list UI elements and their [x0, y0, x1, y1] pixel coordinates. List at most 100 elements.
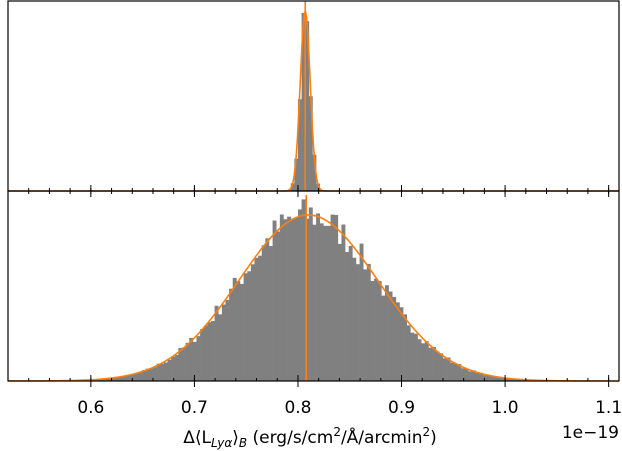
- histogram-bar: [377, 280, 382, 381]
- histogram-bar: [283, 219, 288, 381]
- histogram-bar: [160, 363, 165, 381]
- histogram-bar: [374, 278, 378, 381]
- histogram-bar: [515, 379, 520, 381]
- histogram-bar: [424, 341, 429, 381]
- histogram-bar: [432, 347, 436, 381]
- histogram-bar: [435, 351, 440, 381]
- histogram-bar: [497, 377, 502, 381]
- histogram-bar: [490, 376, 494, 381]
- histogram-bar: [243, 273, 248, 381]
- top-panel: [7, 0, 620, 192]
- x-tick-label: 1.1: [595, 398, 622, 418]
- histogram-bar: [181, 347, 186, 381]
- x-tick-label: 1.0: [492, 398, 519, 418]
- histogram-bar: [127, 374, 132, 381]
- histogram-bar: [287, 216, 292, 381]
- histogram-bar: [305, 218, 310, 381]
- histogram-bar: [519, 379, 523, 381]
- histogram-bar: [163, 362, 168, 381]
- histogram-bar: [131, 373, 136, 381]
- histogram-bar: [265, 238, 270, 381]
- histogram-bar: [120, 376, 125, 381]
- histogram-bar: [203, 325, 208, 381]
- histogram-bar: [326, 225, 331, 381]
- histogram-bar: [316, 213, 321, 381]
- histogram-bar: [192, 341, 197, 381]
- histogram-bar: [185, 342, 190, 381]
- histogram-bar: [410, 332, 415, 381]
- histogram-bar: [334, 214, 339, 381]
- histogram-bar: [196, 336, 201, 381]
- histogram-bar: [345, 251, 350, 381]
- histogram-bar: [508, 378, 513, 381]
- histogram-bar: [475, 372, 480, 381]
- histogram-bar: [341, 224, 346, 381]
- histogram-bar: [254, 257, 259, 381]
- histogram-bar: [406, 325, 411, 381]
- histogram-bar: [330, 214, 335, 381]
- histogram-bar: [221, 304, 226, 381]
- histogram-bar: [297, 99, 302, 191]
- histogram-bar: [355, 264, 360, 381]
- bottom-frame: [7, 190, 620, 382]
- histogram-bar: [439, 353, 444, 381]
- x-tick-label: 0.8: [284, 398, 311, 418]
- histogram-bar: [210, 321, 215, 381]
- histogram-bar: [316, 183, 321, 191]
- x-tick-label: 0.7: [181, 398, 208, 418]
- histogram-bar: [200, 329, 205, 381]
- histogram-bar: [493, 376, 498, 381]
- histogram-bar: [174, 354, 179, 381]
- histogram-bar: [98, 379, 103, 381]
- histogram-bar: [149, 368, 154, 381]
- bottom-gaussian-fit: [7, 214, 619, 382]
- histogram-bar: [297, 209, 302, 381]
- histogram-bar: [123, 375, 128, 381]
- histogram-bar: [268, 246, 273, 381]
- histogram-bar: [236, 281, 241, 381]
- histogram-bar: [461, 368, 465, 381]
- histogram-bar: [421, 343, 426, 381]
- bottom-x-tick-labels: 0.6 0.7 0.8 0.9 1.0 1.1: [77, 398, 622, 418]
- histogram-bar: [392, 296, 397, 381]
- histogram-bar: [428, 347, 433, 381]
- histogram-bar: [308, 96, 313, 191]
- histogram-bar: [479, 372, 484, 381]
- histogram-bar: [511, 379, 516, 381]
- histogram-bar: [232, 277, 237, 381]
- x-tick-label: 0.6: [77, 398, 104, 418]
- histogram-bar: [464, 368, 469, 381]
- histogram-bar: [113, 377, 118, 381]
- histogram-bar: [453, 364, 458, 381]
- histogram-bar: [352, 257, 357, 381]
- histogram-bar: [167, 359, 172, 381]
- x-axis-label: Δ⟨LLyα⟩B (erg/s/cm2/Å/arcmin2): [183, 425, 437, 450]
- histogram-bar: [471, 370, 476, 381]
- histogram-bar: [138, 372, 143, 381]
- histogram-bar: [337, 243, 342, 381]
- histogram-bar: [301, 199, 306, 381]
- histogram-bar: [142, 370, 147, 381]
- histogram-bar: [486, 374, 491, 381]
- histogram-bar: [442, 358, 447, 381]
- histogram-bar: [105, 378, 110, 381]
- histogram-bar: [261, 245, 266, 381]
- histogram-bar: [134, 372, 139, 381]
- histogram-bar: [305, 21, 310, 192]
- histogram-bar: [290, 218, 295, 381]
- histogram-bar: [457, 364, 462, 381]
- histogram-bar: [500, 377, 505, 381]
- histogram-bar: [145, 368, 150, 381]
- histogram-bar: [294, 217, 299, 381]
- histogram-bar: [399, 307, 404, 381]
- histogram-bar: [381, 295, 386, 381]
- histogram-bar: [218, 314, 223, 381]
- histogram-bar: [319, 223, 324, 381]
- histogram-bar: [468, 371, 473, 381]
- x-offset-label: 1e−19: [562, 423, 619, 443]
- histogram-bar: [247, 271, 252, 381]
- histogram-bar: [417, 339, 422, 381]
- histogram-bar: [348, 245, 353, 381]
- histogram-bar: [189, 337, 194, 381]
